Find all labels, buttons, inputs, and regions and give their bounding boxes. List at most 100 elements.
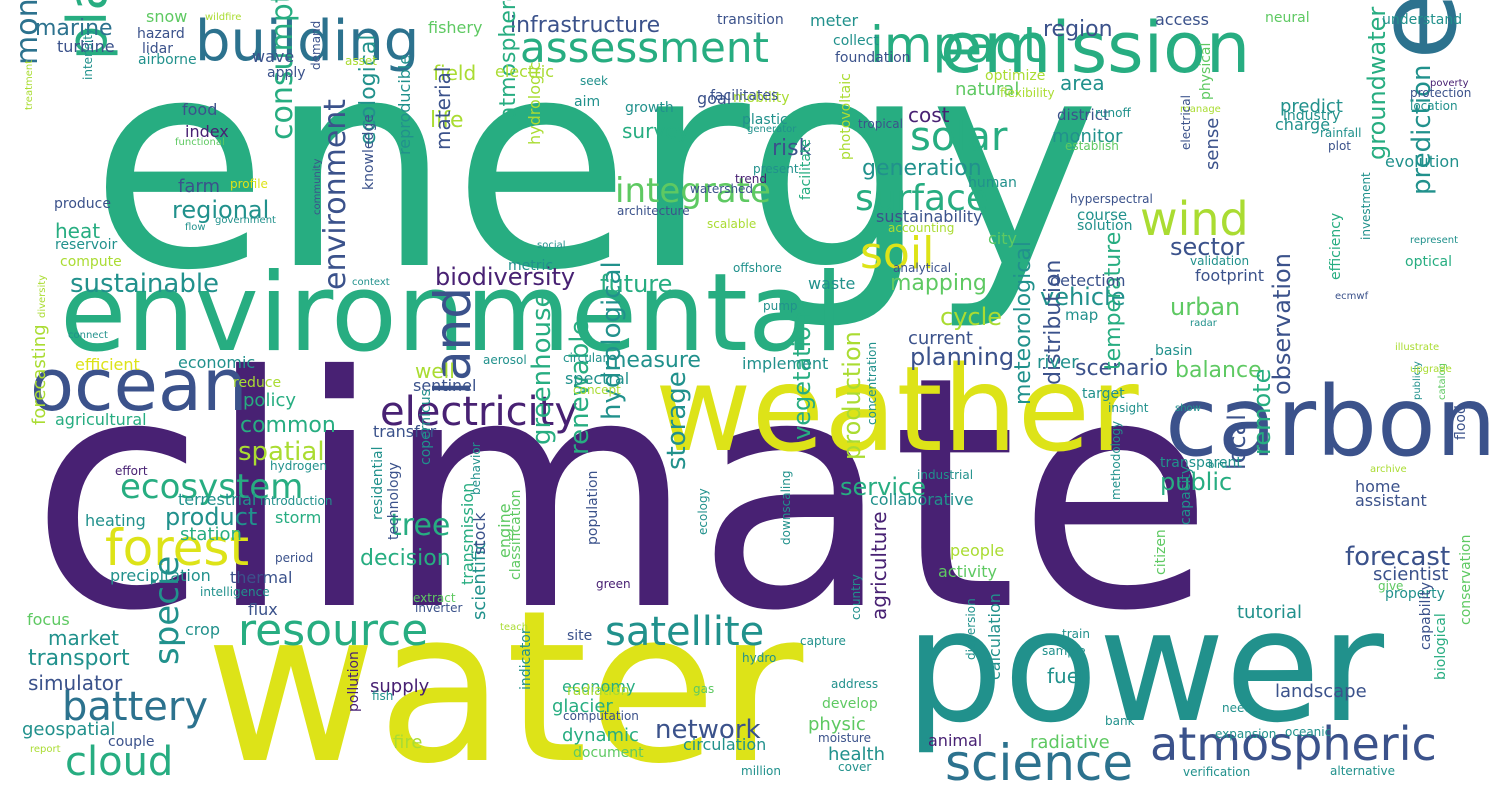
- word-computation: computation: [563, 709, 639, 723]
- word-agricultural: agricultural: [55, 410, 147, 429]
- word-efficiency: efficiency: [1328, 213, 1344, 280]
- word-green: green: [596, 577, 631, 591]
- word-solar: solar: [910, 114, 1008, 160]
- word-represent: represent: [1410, 235, 1458, 246]
- word-dispersion: dispersion: [964, 598, 978, 660]
- word-meteorological: meteorological: [1011, 241, 1036, 405]
- word-renewable: renewable: [565, 319, 595, 455]
- word-technology: technology: [386, 462, 402, 540]
- word-tree: tree: [390, 508, 450, 543]
- word-develop: develop: [822, 696, 878, 712]
- word-investment: investment: [1359, 172, 1373, 240]
- word-capture: capture: [800, 634, 846, 648]
- word-collect: collect: [833, 33, 879, 49]
- word-geospatial: geospatial: [22, 719, 115, 740]
- word-tutorial: tutorial: [1237, 602, 1302, 623]
- word-understand: understand: [1382, 12, 1462, 28]
- word-goal: goal: [697, 89, 731, 108]
- word-ocean: ocean: [30, 343, 248, 427]
- word-sense: sense: [1202, 118, 1223, 170]
- word-analytical: analytical: [893, 261, 951, 275]
- word-field: field: [433, 61, 476, 85]
- word-crop: crop: [185, 620, 220, 639]
- word-scientist: scientist: [1373, 564, 1448, 585]
- word-electricity: electricity: [380, 389, 578, 435]
- word-cycle: cycle: [940, 303, 1002, 331]
- word-home: home: [1355, 477, 1400, 496]
- word-concentration: concentration: [865, 342, 879, 425]
- word-asset: asset: [345, 54, 377, 68]
- word-aerosol: aerosol: [483, 353, 527, 367]
- word-facilitate: facilitate: [798, 139, 814, 200]
- word-industrial: industrial: [917, 468, 973, 482]
- word-establish: establish: [1065, 139, 1119, 153]
- word-target: target: [1082, 386, 1125, 402]
- word-document: document: [573, 745, 644, 761]
- word-satellite: satellite: [605, 609, 764, 655]
- word-hydrogen: hydrogen: [270, 459, 327, 473]
- word-give: give: [1378, 579, 1403, 593]
- word-neural: neural: [1265, 10, 1310, 26]
- word-behavior: behavior: [469, 442, 483, 495]
- word-community: community: [312, 159, 323, 215]
- word-future: future: [600, 270, 672, 298]
- word-activity: activity: [938, 562, 997, 581]
- word-area: area: [1060, 71, 1105, 95]
- word-detection: detection: [1050, 271, 1126, 290]
- word-fish: fish: [372, 689, 393, 703]
- word-fire: fire: [393, 732, 422, 753]
- word-period: period: [275, 551, 313, 565]
- word-solution: solution: [1077, 218, 1132, 234]
- word-local: local: [1223, 414, 1251, 470]
- word-property: property: [1385, 586, 1445, 602]
- word-reservoir: reservoir: [55, 237, 117, 253]
- word-spectral: spectral: [565, 369, 629, 388]
- word-trend: trend: [735, 172, 767, 186]
- word-sustainable: sustainable: [70, 269, 219, 299]
- word-groundwater: groundwater: [1363, 7, 1391, 160]
- word-illustrate: illustrate: [1395, 342, 1439, 353]
- word-well: well: [415, 359, 455, 383]
- word-forecasting: forecasting: [29, 324, 50, 425]
- word-hydro: hydro: [742, 651, 776, 665]
- word-course: course: [1077, 206, 1127, 224]
- word-train: train: [1062, 627, 1090, 641]
- word-material: material: [431, 67, 455, 150]
- word-vegetation: vegetation: [788, 311, 816, 440]
- word-radiative: radiative: [1030, 732, 1110, 753]
- word-carbon: carbon: [1165, 366, 1491, 478]
- word-food: food: [182, 100, 217, 119]
- word-hydrological: hydrological: [597, 261, 627, 420]
- word-transmission: transmission: [458, 483, 477, 585]
- word-environment: environment: [318, 99, 353, 290]
- word-cost: cost: [908, 103, 950, 127]
- word-people: people: [950, 541, 1004, 560]
- word-climate: climate: [30, 309, 1214, 681]
- word-profile: profile: [230, 177, 268, 191]
- word-report: report: [30, 744, 61, 755]
- word-flux: flux: [248, 600, 278, 619]
- word-power: power: [905, 576, 1384, 757]
- word-collaborative: collaborative: [870, 490, 974, 509]
- word-temperature: temperature: [1101, 232, 1126, 370]
- word-predict: predict: [1280, 96, 1343, 117]
- word-catalog: catalog: [1437, 363, 1448, 400]
- word-focus: focus: [27, 610, 70, 629]
- word-risk: risk: [772, 136, 812, 161]
- word-transport: transport: [28, 646, 130, 671]
- word-waste: waste: [808, 274, 855, 293]
- word-biological: biological: [1433, 613, 1449, 680]
- word-simulator: simulator: [28, 671, 123, 695]
- word-measure: measure: [605, 348, 701, 373]
- word-couple: couple: [108, 734, 155, 750]
- word-population: population: [585, 471, 601, 546]
- word-effort: effort: [115, 464, 148, 478]
- word-metric: metric: [508, 258, 553, 274]
- word-government: government: [215, 215, 276, 226]
- word-market: market: [48, 626, 119, 650]
- word-plant: plant: [56, 0, 119, 60]
- word-forest: forest: [105, 519, 249, 577]
- word-extract: extract: [413, 591, 456, 605]
- word-flow: flow: [185, 222, 206, 233]
